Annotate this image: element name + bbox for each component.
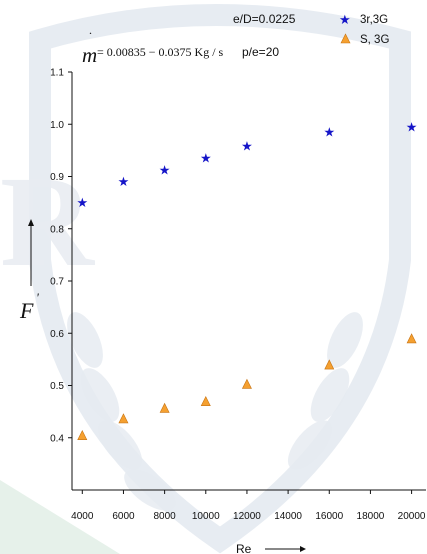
x-tick-label: 20000 bbox=[398, 511, 426, 522]
data-point-series-0: ★ bbox=[323, 126, 335, 141]
legend: ★ 3r,3G S, 3G bbox=[339, 13, 389, 46]
data-point-series-1 bbox=[241, 378, 252, 389]
formula-dot: . bbox=[89, 23, 92, 37]
data-point-series-0: ★ bbox=[159, 164, 171, 179]
legend-label-0: 3r,3G bbox=[360, 14, 388, 26]
annotation-pe: p/e=20 bbox=[242, 45, 279, 59]
data-point-series-1 bbox=[77, 429, 88, 440]
x-tick-label: 10000 bbox=[192, 511, 220, 522]
x-tick-label: 16000 bbox=[315, 511, 343, 522]
data-point-series-0: ★ bbox=[76, 196, 88, 211]
x-tick-label: 18000 bbox=[357, 511, 385, 522]
x-tick-label: 8000 bbox=[153, 511, 176, 522]
plot-area bbox=[71, 72, 426, 491]
x-tick-label: 12000 bbox=[233, 511, 261, 522]
x-ticks: 4000 6000 8000 10000 12000 14000 16000 18000 200… bbox=[71, 490, 426, 522]
x-tick-label: 14000 bbox=[274, 511, 302, 522]
data-point-series-1 bbox=[118, 413, 129, 424]
data-point-series-0: ★ bbox=[200, 152, 212, 167]
x-axis-label: Re bbox=[236, 542, 252, 554]
legend-triangle-icon bbox=[340, 33, 351, 44]
data-point-series-1 bbox=[324, 359, 335, 370]
y-axis-label-prime: ' bbox=[36, 290, 39, 305]
legend-star-icon: ★ bbox=[339, 13, 351, 28]
formula-rest: = 0.00835 − 0.0375 Kg / s bbox=[97, 45, 224, 59]
x-axis-arrowhead-icon bbox=[300, 546, 306, 552]
y-tick-label: 0.5 bbox=[50, 381, 64, 392]
y-axis-label-group: F ' bbox=[19, 219, 39, 323]
formula-m: m bbox=[82, 43, 97, 67]
data-point-series-1 bbox=[406, 333, 417, 344]
legend-label-1: S, 3G bbox=[360, 34, 389, 46]
x-tick-label: 6000 bbox=[112, 511, 135, 522]
legend-item-0: ★ 3r,3G bbox=[339, 13, 388, 28]
y-tick-label: 0.9 bbox=[50, 172, 64, 183]
data-point-series-0: ★ bbox=[406, 120, 418, 135]
x-tick-label: 4000 bbox=[71, 511, 94, 522]
y-axis-label: F bbox=[19, 298, 34, 323]
y-tick-label: 1.1 bbox=[50, 68, 64, 79]
data-point-series-1 bbox=[159, 402, 170, 413]
y-tick-label: 1.0 bbox=[50, 120, 64, 131]
y-axis-arrowhead-icon bbox=[28, 219, 34, 226]
y-tick-label: 0.6 bbox=[50, 329, 64, 340]
annotation-formula: m . = 0.00835 − 0.0375 Kg / s bbox=[82, 23, 224, 67]
y-tick-label: 0.8 bbox=[50, 224, 64, 235]
y-tick-label: 0.7 bbox=[50, 277, 64, 288]
data-point-series-0: ★ bbox=[118, 175, 130, 190]
data-point-series-0: ★ bbox=[241, 140, 253, 155]
annotation-ed: e/D=0.0225 bbox=[233, 12, 296, 26]
y-tick-label: 0.4 bbox=[50, 433, 64, 444]
data-points: ★ ★ ★ ★ ★ ★ ★ bbox=[76, 120, 418, 440]
data-point-series-1 bbox=[200, 396, 211, 406]
x-axis-label-group: Re bbox=[236, 542, 306, 554]
legend-item-1: S, 3G bbox=[340, 33, 389, 46]
y-ticks: 0.4 0.5 0.6 0.7 0.8 0.9 1.0 1.1 bbox=[50, 68, 72, 444]
svg-text:R: R bbox=[0, 150, 96, 294]
